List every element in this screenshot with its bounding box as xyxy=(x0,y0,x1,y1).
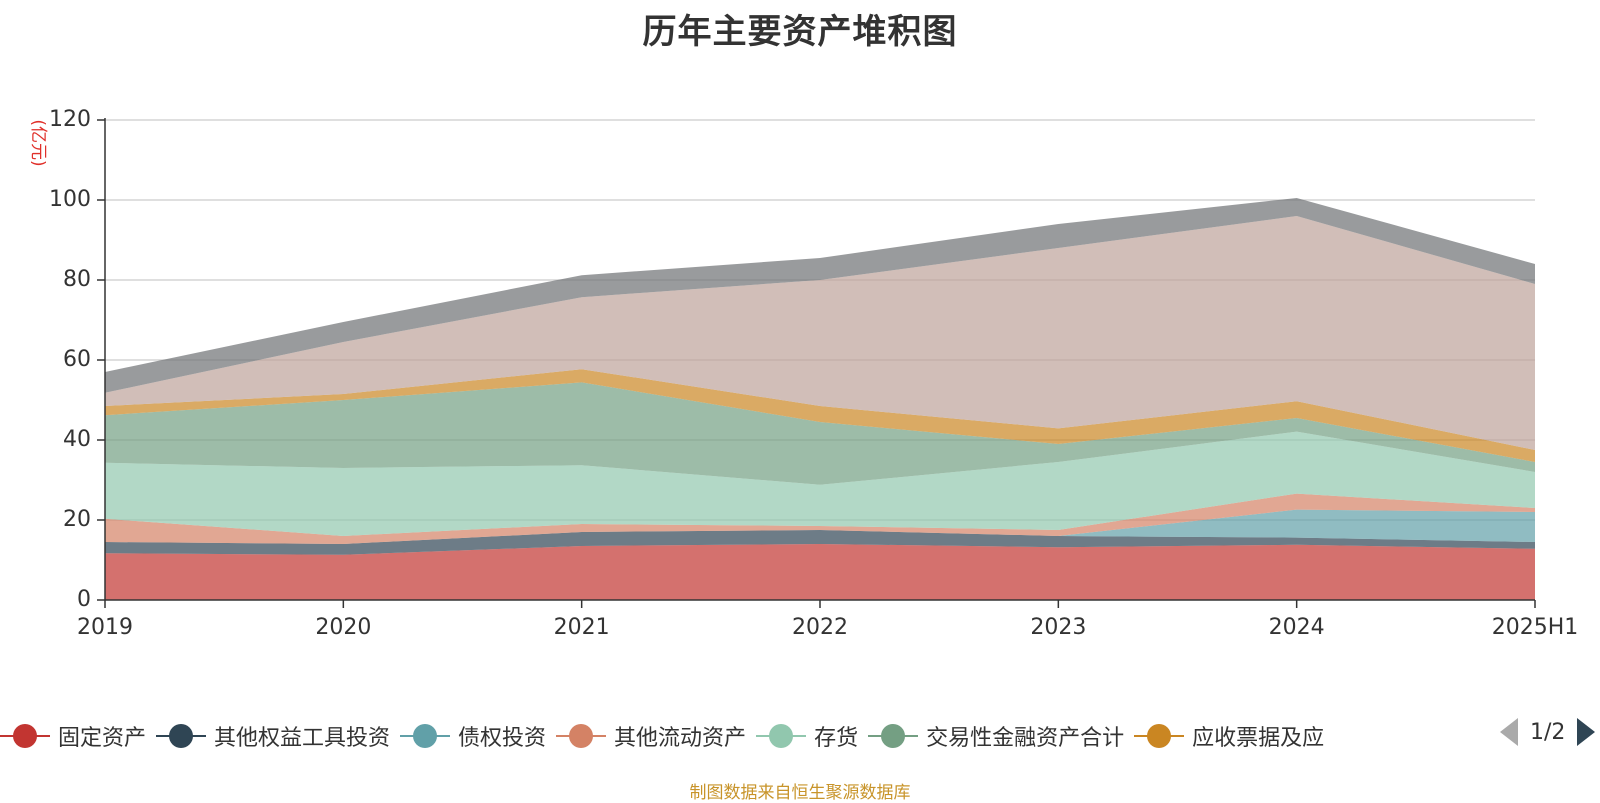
legend-item[interactable]: 债权投资 xyxy=(400,720,546,752)
y-tick-label: 0 xyxy=(77,587,91,612)
area-series-6[interactable] xyxy=(105,369,1535,462)
legend-item[interactable]: 应收票据及应 xyxy=(1134,720,1324,752)
legend-label: 存货 xyxy=(814,726,859,751)
x-tick-label: 2023 xyxy=(1030,615,1086,640)
legend-label: 应收票据及应 xyxy=(1192,726,1325,751)
x-tick-label: 2024 xyxy=(1269,615,1325,640)
legend-pager: 1/2 xyxy=(1500,718,1596,746)
x-tick-label: 2019 xyxy=(77,615,133,640)
legend-item[interactable]: 其他流动资产 xyxy=(556,720,746,752)
y-tick-label: 120 xyxy=(49,107,91,132)
legend-marker-icon xyxy=(756,724,807,748)
area-series-4[interactable] xyxy=(105,431,1535,536)
legend-prev-arrow-icon[interactable] xyxy=(1500,718,1518,746)
area-series-3[interactable] xyxy=(105,493,1535,544)
legend-marker-icon xyxy=(868,724,919,748)
legend-marker-icon xyxy=(400,724,451,748)
legend-label: 其他权益工具投资 xyxy=(214,726,391,751)
legend-item[interactable]: 存货 xyxy=(756,720,858,752)
legend-next-arrow-icon[interactable] xyxy=(1577,718,1596,746)
legend-page-indicator: 1/2 xyxy=(1530,719,1566,745)
x-tick-label: 2025H1 xyxy=(1492,615,1579,640)
x-tick-label: 2022 xyxy=(792,615,848,640)
area-series-1[interactable] xyxy=(105,530,1535,555)
x-tick-label: 2021 xyxy=(554,615,610,640)
legend-label: 交易性金融资产合计 xyxy=(926,726,1125,751)
y-tick-label: 80 xyxy=(63,267,91,292)
area-series-5[interactable] xyxy=(105,382,1535,485)
axes: 0 20 40 60 80 100 120 2019 2020 2021 2022 2023 2024 2… xyxy=(49,107,1578,640)
legend-label: 固定资产 xyxy=(58,726,147,751)
legend: 固定资产 其他权益工具投资 债权投资 其他流动资产 存货 交易性金融资产合计 应收票据及应 xyxy=(0,716,1334,756)
chart-title: 历年主要资产堆积图 xyxy=(642,12,958,52)
y-tick-label: 20 xyxy=(63,507,91,532)
area-series-2[interactable] xyxy=(105,509,1535,544)
legend-label: 其他流动资产 xyxy=(614,726,747,751)
data-source-note: 制图数据来自恒生聚源数据库 xyxy=(689,783,911,803)
chart-area: 0 20 40 60 80 100 120 2019 2020 2021 2022 2023 2024 2… xyxy=(28,107,1578,640)
legend-item[interactable]: 交易性金融资产合计 xyxy=(868,720,1124,752)
legend-item[interactable]: 固定资产 xyxy=(0,720,146,752)
area-series-7[interactable] xyxy=(105,216,1535,450)
legend-label: 债权投资 xyxy=(458,726,547,751)
y-tick-label: 60 xyxy=(63,347,91,372)
y-tick-label: 100 xyxy=(49,187,91,212)
y-tick-label: 40 xyxy=(63,427,91,452)
legend-marker-icon xyxy=(0,724,50,748)
legend-item[interactable]: 其他权益工具投资 xyxy=(156,720,390,752)
x-tick-label: 2020 xyxy=(315,615,371,640)
y-axis-label: (亿元) xyxy=(28,119,48,166)
legend-marker-icon xyxy=(156,724,207,748)
stacked-areas xyxy=(105,198,1535,600)
area-series-0[interactable] xyxy=(105,544,1535,600)
legend-marker-icon xyxy=(1134,724,1185,748)
legend-marker-icon xyxy=(556,724,607,748)
